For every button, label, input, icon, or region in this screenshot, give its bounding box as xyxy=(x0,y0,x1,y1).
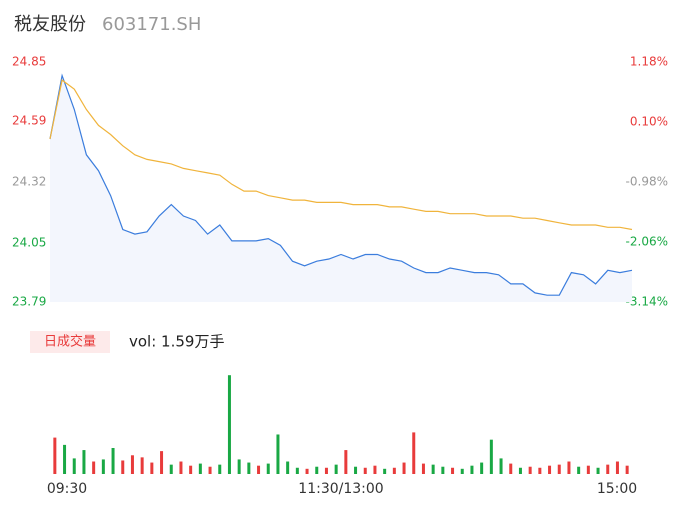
volume-bar xyxy=(480,462,484,474)
x-tick-label: 09:30 xyxy=(47,481,87,497)
volume-bar xyxy=(305,468,309,474)
volume-bar xyxy=(315,466,319,474)
y-tick-label: 24.85 xyxy=(12,55,46,69)
volume-bar xyxy=(208,466,212,474)
volume-bar xyxy=(548,465,552,474)
stock-code: 603171.SH xyxy=(102,14,201,35)
volume-bar xyxy=(402,462,406,474)
volume-bar xyxy=(354,466,358,474)
volume-bar xyxy=(441,466,445,474)
volume-bar xyxy=(276,434,280,474)
volume-bar xyxy=(266,463,270,474)
volume-bar xyxy=(528,466,532,474)
volume-bar xyxy=(130,455,134,474)
y2-tick-label: -0.98% xyxy=(626,175,668,189)
volume-bar xyxy=(567,461,571,474)
y2-tick-label: 1.18% xyxy=(630,55,668,69)
volume-bar xyxy=(596,467,600,474)
volume-bar xyxy=(295,467,299,474)
price-area xyxy=(50,75,632,302)
volume-bar xyxy=(334,464,338,474)
volume-bar xyxy=(344,450,348,474)
price-line xyxy=(49,73,633,296)
volume-bar xyxy=(383,468,387,474)
y-tick-label: 24.05 xyxy=(12,236,46,250)
volume-bar xyxy=(72,458,76,474)
volume-bar xyxy=(111,448,115,474)
volume-bar xyxy=(189,465,193,474)
volume-bar xyxy=(470,465,474,474)
volume-label: 日成交量 xyxy=(44,334,96,350)
volume-bar xyxy=(615,461,619,474)
volume-bar xyxy=(577,466,581,474)
volume-bar xyxy=(82,450,86,474)
y-tick-label: 24.59 xyxy=(12,113,46,127)
volume-bar xyxy=(363,467,367,474)
volume-bar xyxy=(247,462,251,474)
volume-bar xyxy=(489,439,493,474)
volume-bar xyxy=(198,463,202,474)
volume-label-bg xyxy=(30,331,110,353)
y2-tick-label: 0.10% xyxy=(630,115,668,129)
volume-bar xyxy=(92,461,96,474)
volume-bar xyxy=(392,467,396,474)
volume-bar xyxy=(218,464,222,474)
y2-tick-label: -2.06% xyxy=(626,235,668,249)
y-tick-label: 23.79 xyxy=(12,295,46,309)
volume-bar xyxy=(412,432,416,474)
volume-bar xyxy=(586,465,590,474)
volume-bar xyxy=(625,465,629,474)
volume-bar xyxy=(160,451,164,474)
y2-tick-label: -3.14% xyxy=(626,295,668,309)
volume-bar xyxy=(140,457,144,474)
volume-bar xyxy=(373,465,377,474)
y-tick-label: 24.32 xyxy=(12,175,46,189)
chart-title: 税友股份 xyxy=(14,14,86,35)
volume-bar xyxy=(557,464,561,474)
volume-bar xyxy=(518,467,522,474)
volume-bar xyxy=(421,463,425,474)
x-tick-label: 15:00 xyxy=(597,481,637,497)
volume-bar xyxy=(451,467,455,474)
volume-bar xyxy=(237,459,241,474)
volume-bar xyxy=(53,437,57,474)
volume-bar xyxy=(179,461,183,474)
volume-bar xyxy=(63,444,67,474)
volume-bar xyxy=(257,465,261,474)
volume-bar xyxy=(324,467,328,474)
volume-bar xyxy=(509,463,513,474)
x-tick-label: 11:30/13:00 xyxy=(298,481,383,497)
volume-bar xyxy=(150,462,154,474)
volume-bar xyxy=(606,464,610,474)
volume-summary: vol: 1.59万手 xyxy=(129,333,224,351)
volume-bar xyxy=(286,461,290,474)
volume-bar xyxy=(101,459,105,474)
average-line xyxy=(49,79,633,231)
volume-bar xyxy=(169,464,173,474)
volume-bar xyxy=(538,467,542,474)
volume-bar xyxy=(227,375,231,474)
volume-bar xyxy=(460,468,464,474)
volume-bar xyxy=(431,464,435,474)
volume-bar xyxy=(121,460,125,474)
volume-bar xyxy=(499,458,503,474)
